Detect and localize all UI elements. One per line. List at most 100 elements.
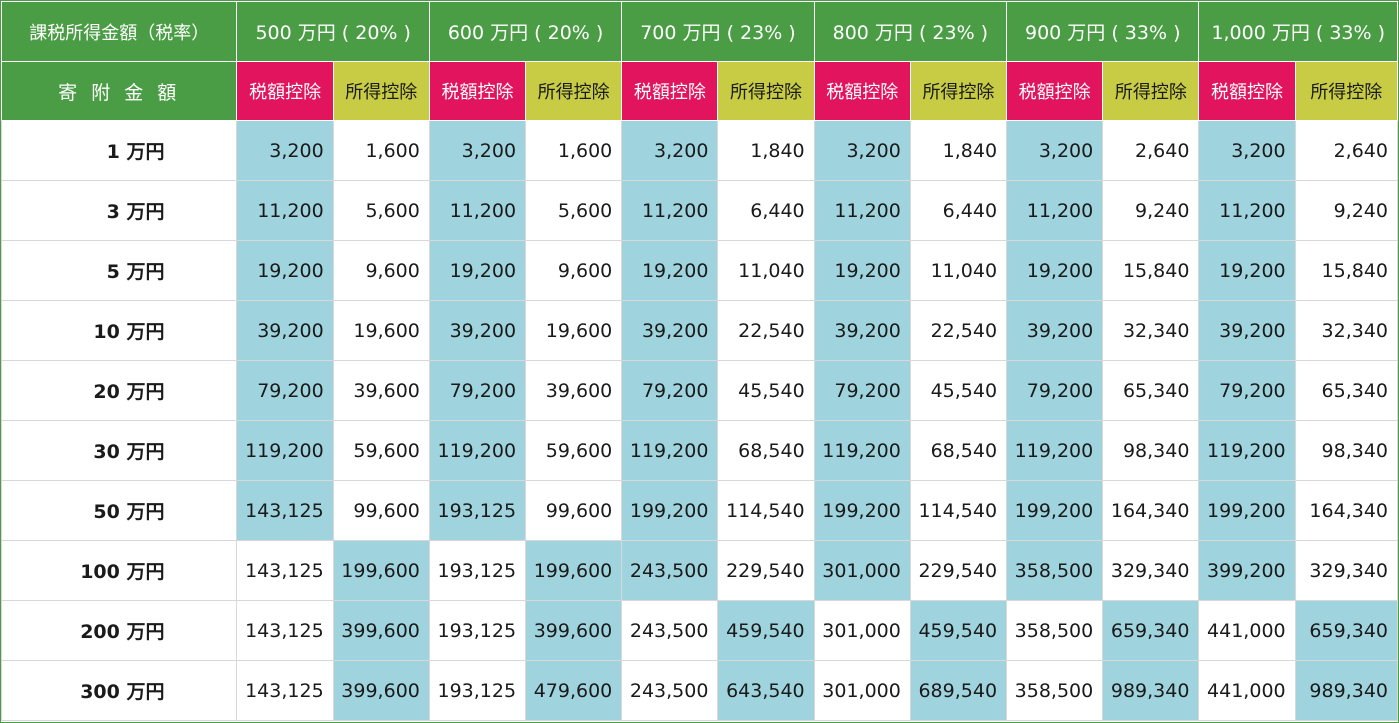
table-row: 100 万円 143,125 199,600 193,125 199,600 243,50… <box>0 540 1399 601</box>
income-deduction-value-cell: 22,540 <box>909 300 1008 361</box>
income-deduction-value-cell: 114,540 <box>717 480 815 541</box>
tax-credit-value-cell: 358,500 <box>1006 600 1104 661</box>
donation-amount-cell: 5 万円 <box>0 240 238 301</box>
bracket-header-900: 900 万円 ( 33% ) <box>1006 1 1200 62</box>
income-deduction-value-cell: 329,340 <box>1102 540 1200 601</box>
tax-credit-header: 税額控除 <box>621 61 719 121</box>
income-deduction-value-cell: 6,440 <box>909 180 1008 241</box>
table-row: 3 万円 11,200 5,600 11,200 5,600 11,200 6,440 11,… <box>0 180 1399 241</box>
header-row-types: 寄 附 金 額 税額控除 所得控除 税額控除 所得控除 税額控除 所得控除 税額… <box>0 61 1399 121</box>
tax-credit-value-cell: 79,200 <box>813 360 911 421</box>
income-deduction-value-cell: 1,840 <box>909 120 1008 181</box>
income-deduction-value-cell: 689,540 <box>909 660 1008 721</box>
income-deduction-value-cell: 989,340 <box>1102 660 1200 721</box>
donation-amount-cell: 3 万円 <box>0 180 238 241</box>
tax-credit-value-cell: 79,200 <box>621 360 719 421</box>
tax-credit-header: 税額控除 <box>1198 61 1296 121</box>
table-row: 20 万円 79,200 39,600 79,200 39,600 79,200 45,54… <box>0 360 1399 421</box>
bracket-header-1000: 1,000 万円 ( 33% ) <box>1198 1 1398 62</box>
tax-credit-value-cell: 39,200 <box>428 300 527 361</box>
income-deduction-value-cell: 19,600 <box>332 300 430 361</box>
income-deduction-value-cell: 399,600 <box>332 660 430 721</box>
donation-amount-cell: 1 万円 <box>0 120 238 181</box>
tax-credit-value-cell: 301,000 <box>813 600 911 661</box>
income-deduction-value-cell: 59,600 <box>332 420 430 481</box>
header-row-brackets: 課税所得金額（税率） 500 万円 ( 20% ) 600 万円 ( 20% )… <box>0 1 1398 62</box>
income-deduction-value-cell: 459,540 <box>717 600 815 661</box>
income-deduction-value-cell: 15,840 <box>1294 240 1399 301</box>
donation-amount-cell: 100 万円 <box>0 540 238 601</box>
table-row: 30 万円 119,200 59,600 119,200 59,600 119,200 68… <box>0 420 1399 481</box>
tax-credit-value-cell: 79,200 <box>236 360 334 421</box>
tax-credit-value-cell: 79,200 <box>428 360 527 421</box>
tax-credit-value-cell: 301,000 <box>813 660 911 721</box>
tax-credit-value-cell: 3,200 <box>428 120 527 181</box>
income-deduction-value-cell: 643,540 <box>717 660 815 721</box>
tax-credit-value-cell: 3,200 <box>236 120 334 181</box>
income-deduction-value-cell: 9,240 <box>1102 180 1200 241</box>
income-deduction-value-cell: 229,540 <box>909 540 1008 601</box>
income-deduction-value-cell: 9,600 <box>525 240 623 301</box>
income-deduction-value-cell: 199,600 <box>525 540 623 601</box>
tax-credit-value-cell: 39,200 <box>621 300 719 361</box>
tax-credit-value-cell: 39,200 <box>813 300 911 361</box>
tax-credit-value-cell: 441,000 <box>1198 660 1296 721</box>
income-deduction-value-cell: 39,600 <box>525 360 623 421</box>
income-deduction-value-cell: 199,600 <box>332 540 430 601</box>
bracket-header-500: 500 万円 ( 20% ) <box>236 1 430 62</box>
table-row: 5 万円 19,200 9,600 19,200 9,600 19,200 11,040 19… <box>0 240 1399 301</box>
income-deduction-header: 所得控除 <box>717 61 815 121</box>
tax-credit-value-cell: 11,200 <box>428 180 527 241</box>
tax-credit-value-cell: 193,125 <box>428 660 527 721</box>
tax-credit-value-cell: 3,200 <box>1198 120 1296 181</box>
income-deduction-value-cell: 11,040 <box>909 240 1008 301</box>
income-deduction-value-cell: 65,340 <box>1102 360 1200 421</box>
income-deduction-value-cell: 459,540 <box>909 600 1008 661</box>
tax-credit-value-cell: 243,500 <box>621 600 719 661</box>
tax-credit-value-cell: 19,200 <box>1198 240 1296 301</box>
tax-credit-value-cell: 143,125 <box>236 540 334 601</box>
income-deduction-value-cell: 2,640 <box>1294 120 1399 181</box>
bracket-header-600: 600 万円 ( 20% ) <box>428 1 623 62</box>
income-deduction-value-cell: 9,600 <box>332 240 430 301</box>
income-deduction-value-cell: 45,540 <box>717 360 815 421</box>
tax-credit-value-cell: 193,125 <box>428 480 527 541</box>
tax-credit-header: 税額控除 <box>813 61 911 121</box>
donation-amount-cell: 10 万円 <box>0 300 238 361</box>
income-deduction-value-cell: 1,600 <box>332 120 430 181</box>
tax-credit-value-cell: 119,200 <box>621 420 719 481</box>
tax-credit-value-cell: 79,200 <box>1198 360 1296 421</box>
income-deduction-value-cell: 399,600 <box>525 600 623 661</box>
income-deduction-header: 所得控除 <box>332 61 430 121</box>
income-deduction-value-cell: 99,600 <box>332 480 430 541</box>
income-deduction-value-cell: 32,340 <box>1102 300 1200 361</box>
income-deduction-value-cell: 6,440 <box>717 180 815 241</box>
income-deduction-header: 所得控除 <box>1294 61 1399 121</box>
income-deduction-value-cell: 1,600 <box>525 120 623 181</box>
tax-credit-value-cell: 19,200 <box>1006 240 1104 301</box>
donation-amount-cell: 300 万円 <box>0 660 238 721</box>
income-deduction-value-cell: 229,540 <box>717 540 815 601</box>
bracket-header-800: 800 万円 ( 23% ) <box>813 1 1008 62</box>
income-deduction-value-cell: 11,040 <box>717 240 815 301</box>
income-deduction-value-cell: 329,340 <box>1294 540 1399 601</box>
tax-credit-value-cell: 11,200 <box>236 180 334 241</box>
income-deduction-value-cell: 68,540 <box>717 420 815 481</box>
tax-credit-value-cell: 119,200 <box>813 420 911 481</box>
income-deduction-value-cell: 15,840 <box>1102 240 1200 301</box>
tax-credit-header: 税額控除 <box>1006 61 1104 121</box>
table-row: 10 万円 39,200 19,600 39,200 19,600 39,200 22,54… <box>0 300 1399 361</box>
tax-credit-value-cell: 119,200 <box>1198 420 1296 481</box>
tax-credit-value-cell: 199,200 <box>1006 480 1104 541</box>
tax-credit-value-cell: 199,200 <box>1198 480 1296 541</box>
tax-credit-value-cell: 19,200 <box>428 240 527 301</box>
tax-credit-value-cell: 143,125 <box>236 600 334 661</box>
income-deduction-value-cell: 9,240 <box>1294 180 1399 241</box>
tax-credit-value-cell: 243,500 <box>621 660 719 721</box>
income-deduction-value-cell: 99,600 <box>525 480 623 541</box>
tax-credit-value-cell: 119,200 <box>428 420 527 481</box>
donation-amount-cell: 200 万円 <box>0 600 238 661</box>
tax-credit-value-cell: 143,125 <box>236 480 334 541</box>
tax-credit-header: 税額控除 <box>428 61 527 121</box>
